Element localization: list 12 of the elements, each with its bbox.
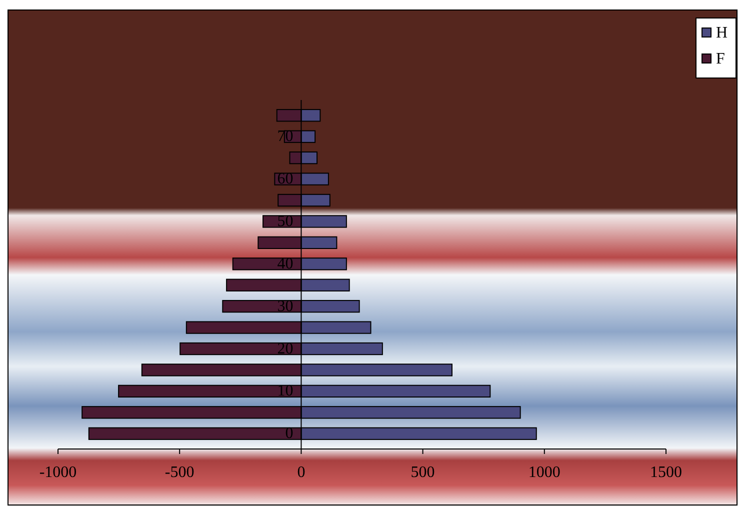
x-tick-label: 0 [297,464,306,481]
x-tick-label: -500 [164,464,194,481]
x-tick-label: -1000 [39,464,77,481]
x-tick-label: 1500 [650,464,682,481]
y-tick-label: 20 [277,340,294,358]
x-tick-label: 500 [410,464,435,481]
legend-label: F [716,50,725,68]
y-tick-label: 10 [277,382,294,400]
y-tick-label: 40 [277,255,294,272]
legend-label: H [716,24,728,42]
y-tick-label: 0 [285,425,294,442]
x-tick-label: 1000 [528,464,560,481]
